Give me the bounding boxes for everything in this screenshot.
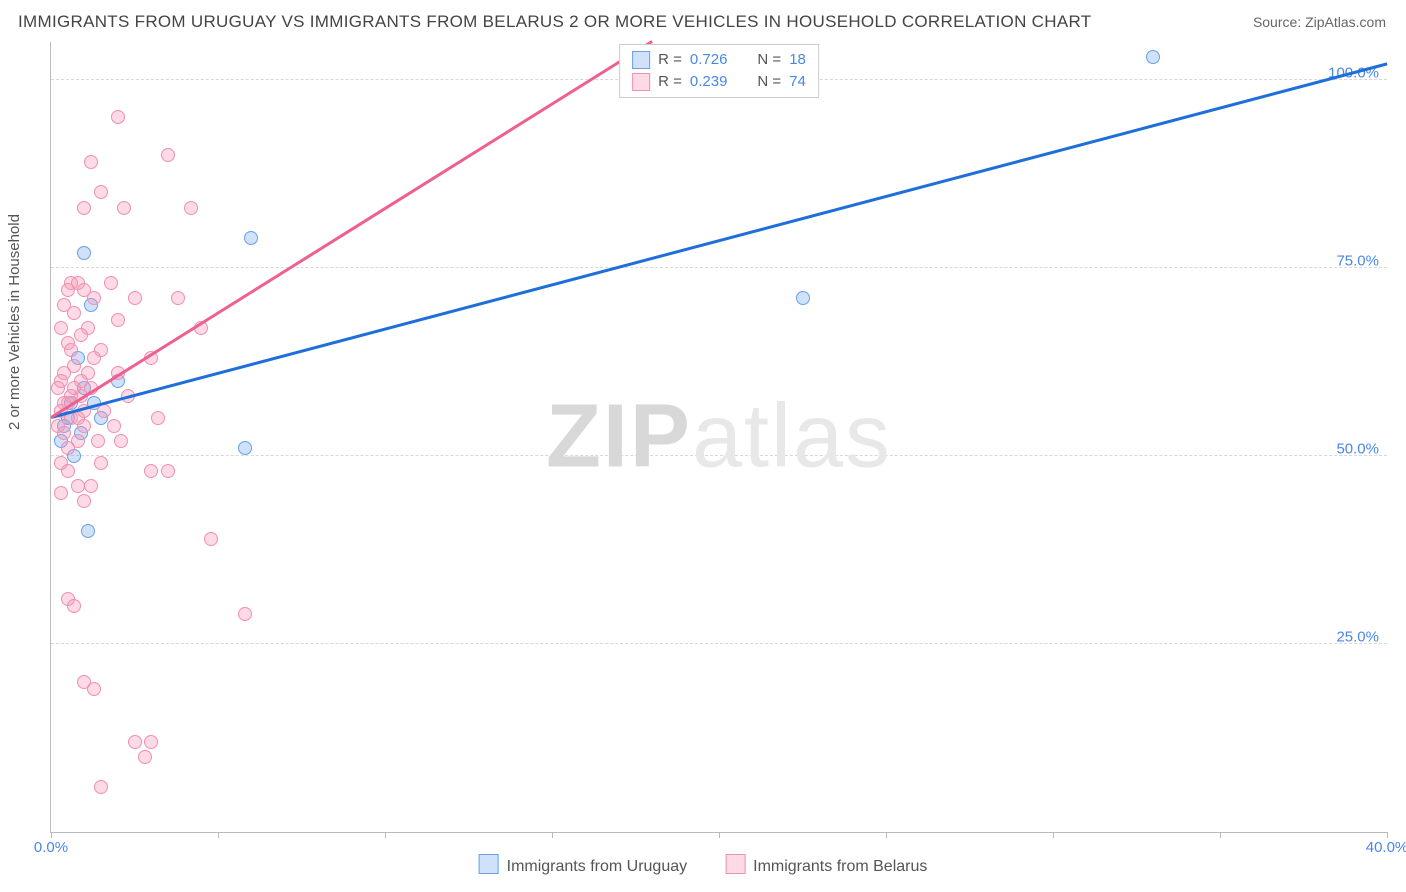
data-point-belarus xyxy=(161,464,175,478)
data-point-belarus xyxy=(54,486,68,500)
data-point-belarus xyxy=(184,201,198,215)
data-point-belarus xyxy=(64,276,78,290)
legend-r-value: 0.726 xyxy=(690,49,728,71)
data-point-belarus xyxy=(54,456,68,470)
scatter-plot: R = 0.726 N = 18 R = 0.239 N = 74 ZIPatlas 25.0… xyxy=(50,42,1387,833)
data-point-belarus xyxy=(87,291,101,305)
watermark-atlas: atlas xyxy=(692,387,892,487)
gridline-h xyxy=(51,267,1387,268)
data-point-belarus xyxy=(104,276,118,290)
legend-item-belarus: Immigrants from Belarus xyxy=(725,854,927,876)
watermark-zip: ZIP xyxy=(546,387,692,487)
data-point-uruguay xyxy=(81,524,95,538)
data-point-belarus xyxy=(84,155,98,169)
data-point-belarus xyxy=(71,479,85,493)
legend-series: Immigrants from Uruguay Immigrants from B… xyxy=(479,854,928,876)
data-point-belarus xyxy=(111,110,125,124)
x-tick-label: 0.0% xyxy=(34,839,68,856)
x-tick-mark xyxy=(385,832,386,838)
legend-swatch xyxy=(725,854,745,874)
x-tick-mark xyxy=(1053,832,1054,838)
data-point-belarus xyxy=(91,434,105,448)
x-tick-mark xyxy=(719,832,720,838)
data-point-belarus xyxy=(94,185,108,199)
y-axis-label: 2 or more Vehicles in Household xyxy=(6,214,23,430)
gridline-h xyxy=(51,643,1387,644)
data-point-uruguay xyxy=(796,291,810,305)
data-point-uruguay xyxy=(244,231,258,245)
data-point-belarus xyxy=(107,419,121,433)
source-label: Source: ZipAtlas.com xyxy=(1253,14,1386,30)
data-point-belarus xyxy=(94,456,108,470)
data-point-uruguay xyxy=(77,246,91,260)
x-tick-mark xyxy=(886,832,887,838)
legend-n-value: 18 xyxy=(789,49,806,71)
data-point-belarus xyxy=(87,682,101,696)
data-point-belarus xyxy=(144,464,158,478)
data-point-belarus xyxy=(51,419,65,433)
data-point-belarus xyxy=(94,780,108,794)
data-point-belarus xyxy=(117,201,131,215)
data-point-belarus xyxy=(171,291,185,305)
data-point-belarus xyxy=(81,366,95,380)
legend-swatch xyxy=(632,73,650,91)
data-point-belarus xyxy=(67,381,81,395)
chart-title: IMMIGRANTS FROM URUGUAY VS IMMIGRANTS FR… xyxy=(18,12,1091,32)
legend-n-label: N = xyxy=(757,71,781,93)
data-point-belarus xyxy=(238,607,252,621)
data-point-belarus xyxy=(54,374,68,388)
data-point-belarus xyxy=(138,750,152,764)
data-point-belarus xyxy=(77,419,91,433)
data-point-belarus xyxy=(67,599,81,613)
legend-r-label: R = xyxy=(658,49,682,71)
y-tick-label: 75.0% xyxy=(1336,252,1379,269)
data-point-belarus xyxy=(151,411,165,425)
data-point-belarus xyxy=(204,532,218,546)
data-point-uruguay xyxy=(238,441,252,455)
legend-n-value: 74 xyxy=(789,71,806,93)
data-point-belarus xyxy=(144,735,158,749)
legend-swatch xyxy=(632,51,650,69)
data-point-belarus xyxy=(128,735,142,749)
x-tick-mark xyxy=(552,832,553,838)
data-point-belarus xyxy=(61,336,75,350)
data-point-belarus xyxy=(161,148,175,162)
x-tick-label: 40.0% xyxy=(1366,839,1406,856)
x-tick-mark xyxy=(1387,832,1388,838)
watermark: ZIPatlas xyxy=(546,386,892,489)
data-point-belarus xyxy=(84,479,98,493)
legend-label: Immigrants from Belarus xyxy=(753,858,927,875)
data-point-belarus xyxy=(77,494,91,508)
data-point-belarus xyxy=(87,351,101,365)
legend-r-value: 0.239 xyxy=(690,71,728,93)
legend-n-label: N = xyxy=(757,49,781,71)
legend-stats: R = 0.726 N = 18 R = 0.239 N = 74 xyxy=(619,44,819,98)
data-point-uruguay xyxy=(1146,50,1160,64)
data-point-belarus xyxy=(54,321,68,335)
data-point-belarus xyxy=(97,404,111,418)
legend-r-label: R = xyxy=(658,71,682,93)
gridline-h xyxy=(51,455,1387,456)
x-tick-mark xyxy=(1220,832,1221,838)
data-point-belarus xyxy=(77,201,91,215)
y-tick-label: 50.0% xyxy=(1336,440,1379,457)
x-tick-mark xyxy=(51,832,52,838)
legend-swatch xyxy=(479,854,499,874)
y-tick-label: 25.0% xyxy=(1336,628,1379,645)
legend-stats-row-belarus: R = 0.239 N = 74 xyxy=(632,71,806,93)
data-point-belarus xyxy=(111,313,125,327)
data-point-belarus xyxy=(114,434,128,448)
data-point-belarus xyxy=(61,441,75,455)
x-tick-mark xyxy=(218,832,219,838)
data-point-belarus xyxy=(81,321,95,335)
legend-item-uruguay: Immigrants from Uruguay xyxy=(479,854,688,876)
data-point-belarus xyxy=(128,291,142,305)
data-point-belarus xyxy=(57,298,71,312)
legend-stats-row-uruguay: R = 0.726 N = 18 xyxy=(632,49,806,71)
legend-label: Immigrants from Uruguay xyxy=(507,858,688,875)
trend-line-belarus xyxy=(50,40,653,418)
